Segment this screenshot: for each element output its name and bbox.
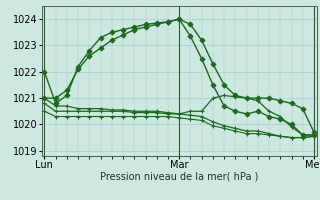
X-axis label: Pression niveau de la mer( hPa ): Pression niveau de la mer( hPa ) <box>100 172 258 182</box>
